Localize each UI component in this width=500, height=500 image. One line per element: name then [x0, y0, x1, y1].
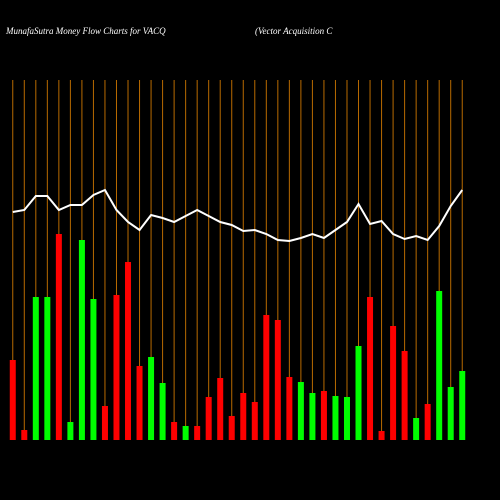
money-flow-line [12, 188, 464, 243]
bar [159, 383, 166, 440]
bar [297, 382, 304, 440]
bar [182, 426, 189, 440]
bar [101, 406, 108, 440]
bar [424, 404, 431, 440]
bar [390, 326, 397, 440]
bar [286, 377, 293, 440]
bar [240, 393, 247, 440]
bar [67, 422, 74, 440]
bar [113, 295, 120, 440]
bar [171, 422, 178, 440]
bar [320, 391, 327, 440]
bar [78, 240, 85, 440]
chart-subtitle: (Vector Acquisition C [255, 26, 333, 36]
bar [459, 371, 466, 440]
bar [44, 297, 51, 440]
bar [90, 299, 97, 440]
bar [125, 262, 132, 440]
bar [251, 402, 258, 440]
bar [401, 351, 408, 440]
bar [228, 416, 235, 440]
bar [367, 297, 374, 440]
bar [378, 431, 385, 440]
chart-title: MunafaSutra Money Flow Charts for VACQ [5, 26, 166, 36]
bar [274, 320, 281, 440]
bar [447, 387, 454, 440]
bar [136, 366, 143, 440]
bar [148, 357, 155, 440]
bar [413, 418, 420, 440]
bar [21, 430, 28, 440]
bar [436, 291, 443, 440]
bar [217, 378, 224, 440]
bar [32, 297, 39, 440]
bar [263, 315, 270, 440]
bar [309, 393, 316, 440]
bar [355, 346, 362, 440]
bar [332, 396, 339, 440]
bar [343, 397, 350, 440]
bar [9, 360, 16, 440]
bar [194, 426, 201, 440]
bar [55, 234, 62, 440]
bar [205, 397, 212, 440]
